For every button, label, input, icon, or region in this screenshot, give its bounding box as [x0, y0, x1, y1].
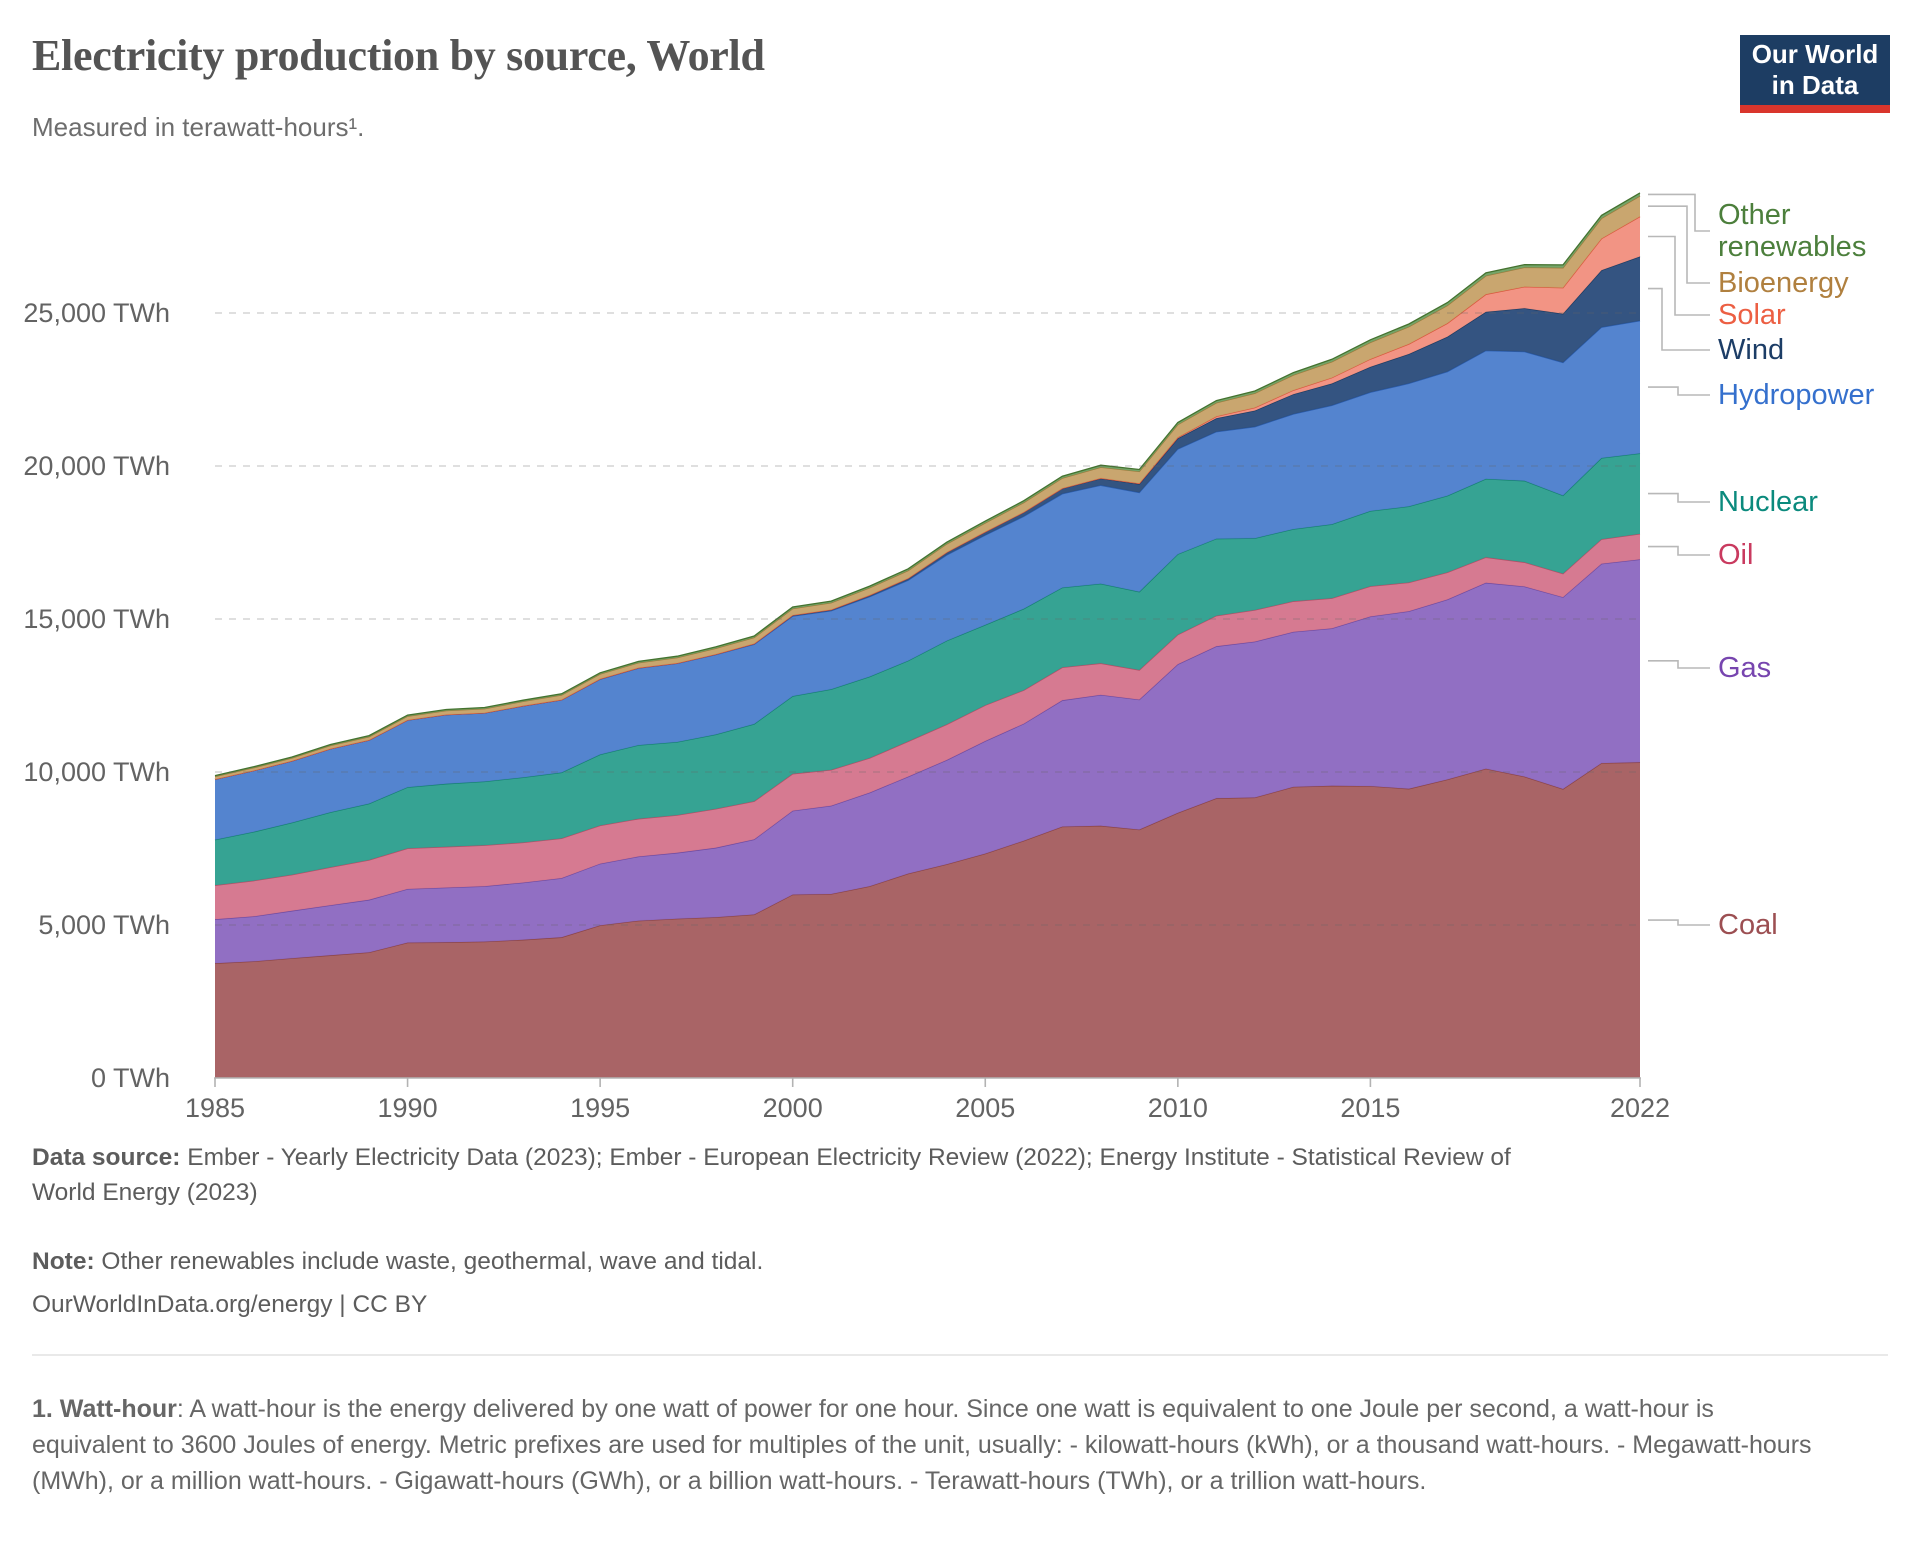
legend-connector-hydropower	[1648, 386, 1710, 396]
legend-label-coal[interactable]: Coal	[1718, 909, 1778, 941]
y-tick-label-15000: 15,000 TWh	[23, 604, 170, 634]
owid-logo-line1: Our World	[1751, 39, 1879, 69]
edge-other_renewables	[214, 192, 1641, 777]
page-subtitle: Measured in terawatt-hours¹.	[32, 112, 365, 142]
y-tick-label-20000: 20,000 TWh	[23, 451, 170, 481]
legend-connector-nuclear	[1648, 492, 1710, 503]
y-tick-label-5000: 5,000 TWh	[38, 910, 170, 940]
owid-license-link[interactable]: OurWorldInData.org/energy | CC BY	[32, 1291, 428, 1318]
footnote-text: : A watt-hour is the energy delivered by…	[32, 1395, 1812, 1495]
legend-label-oil[interactable]: Oil	[1718, 539, 1754, 571]
legend-label-bioenergy[interactable]: Bioenergy	[1718, 267, 1849, 299]
footnote-label: 1. Watt-hour	[32, 1395, 177, 1423]
area-oil[interactable]	[215, 533, 1640, 920]
y-tick-label-25000: 25,000 TWh	[23, 298, 170, 328]
y-tick-label-10000: 10,000 TWh	[23, 757, 170, 787]
legend-label-solar[interactable]: Solar	[1718, 299, 1786, 331]
x-tick-label-2022: 2022	[1609, 1093, 1671, 1123]
data-source-label: Data source:	[32, 1144, 181, 1171]
x-tick-label-1990: 1990	[377, 1093, 438, 1123]
area-gas[interactable]	[215, 559, 1640, 964]
x-tick-label-2015: 2015	[1340, 1093, 1401, 1123]
x-tick-label-2005: 2005	[955, 1093, 1016, 1123]
x-tick-label-2010: 2010	[1147, 1093, 1208, 1123]
data-source-text: Ember - Yearly Electricity Data (2023); …	[32, 1144, 1511, 1206]
chart-footer: Data source: Ember - Yearly Electricity …	[32, 1140, 1532, 1322]
x-tick-label-1995: 1995	[570, 1093, 631, 1123]
x-tick-label-2000: 2000	[762, 1093, 823, 1123]
legend-label-gas[interactable]: Gas	[1718, 652, 1772, 684]
legend-connector-wind	[1648, 287, 1710, 351]
legend-connector-other_renewables	[1648, 193, 1710, 232]
owid-logo-line2: in Data	[1771, 70, 1859, 100]
legend-label-other_renewables[interactable]: Other renewables	[1718, 199, 1867, 263]
page-title: Electricity production by source, World	[32, 31, 765, 80]
legend-connector-bioenergy	[1648, 205, 1710, 284]
note-label: Note:	[32, 1248, 95, 1275]
y-tick-label-0: 0 TWh	[90, 1063, 170, 1093]
legend-connector-gas	[1648, 660, 1710, 669]
legend-label-hydropower[interactable]: Hydropower	[1718, 379, 1875, 411]
footnote: 1. Watt-hour: A watt-hour is the energy …	[32, 1391, 1812, 1499]
legend-label-wind[interactable]: Wind	[1718, 334, 1785, 366]
area-coal[interactable]	[215, 762, 1640, 1078]
legend-connector-oil	[1648, 545, 1710, 556]
legend-connector-coal	[1648, 919, 1710, 926]
note-text: Other renewables include waste, geotherm…	[94, 1248, 764, 1275]
footnote-divider	[32, 1354, 1888, 1356]
x-tick-label-1985: 1985	[184, 1093, 246, 1123]
area-nuclear[interactable]	[215, 453, 1640, 886]
owid-logo: Our World in Data	[1740, 35, 1890, 113]
legend-connector-solar	[1648, 235, 1710, 316]
area-hydropower[interactable]	[215, 320, 1640, 840]
note-line: Note: Other renewables include waste, ge…	[32, 1244, 1532, 1279]
data-source-line: Data source: Ember - Yearly Electricity …	[32, 1140, 1532, 1210]
legend-label-nuclear[interactable]: Nuclear	[1718, 486, 1818, 518]
